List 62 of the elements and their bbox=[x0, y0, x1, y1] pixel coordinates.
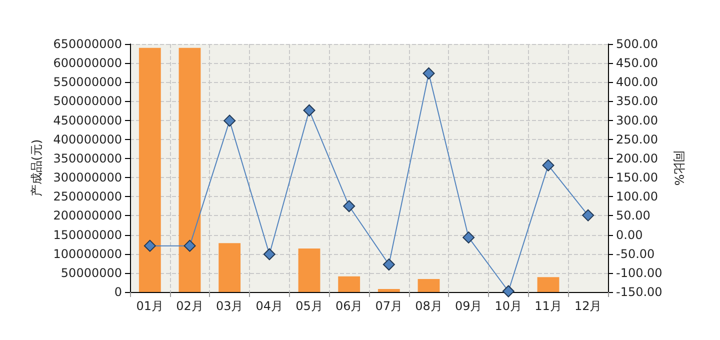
bar bbox=[178, 48, 201, 292]
x-tick-label: 11月 bbox=[534, 299, 562, 313]
point bbox=[582, 209, 594, 222]
x-tick-label: 07月 bbox=[375, 299, 403, 313]
bar bbox=[338, 276, 360, 292]
y-tick-label: 50000000 bbox=[60, 266, 122, 280]
x-tick-label: 08月 bbox=[415, 299, 442, 313]
point bbox=[422, 67, 435, 80]
x-tick-label: 02月 bbox=[176, 299, 204, 313]
point bbox=[462, 231, 475, 244]
y2-tick-label: 100.00 bbox=[616, 190, 658, 204]
y-tick-label: 450000000 bbox=[53, 113, 122, 128]
x-tick-label: 01月 bbox=[136, 299, 164, 313]
y-tick-label: 150000000 bbox=[53, 228, 122, 242]
y2-tick-label: -150.00 bbox=[616, 285, 662, 299]
y-tick-label: 250000000 bbox=[53, 190, 122, 204]
y2-tick-label: 50.00 bbox=[616, 208, 650, 223]
y-tick-label: 0 bbox=[114, 285, 122, 299]
y-tick-label: 500000000 bbox=[53, 94, 122, 108]
y-tick-label: 200000000 bbox=[53, 208, 122, 223]
y-tick-label: 400000000 bbox=[53, 132, 122, 146]
y2-tick-label: 150.00 bbox=[616, 170, 658, 185]
y2-tick-label: 0.00 bbox=[616, 228, 643, 242]
point bbox=[144, 240, 156, 252]
x-tick-label: 09月 bbox=[454, 299, 482, 313]
point bbox=[303, 104, 316, 116]
bar bbox=[298, 248, 320, 292]
y2-tick-label: 500.00 bbox=[616, 37, 658, 51]
bar bbox=[218, 243, 241, 292]
y2-tick-label: 300.00 bbox=[616, 113, 658, 128]
y2-tick-label: 450.00 bbox=[616, 56, 658, 70]
y2-tick-label: 250.00 bbox=[616, 132, 658, 146]
y2-tick-label: 400.00 bbox=[616, 75, 658, 90]
point bbox=[502, 285, 514, 298]
y2-tick-label: 200.00 bbox=[616, 151, 658, 166]
y-tick-label: 100000000 bbox=[53, 246, 122, 261]
bar bbox=[378, 288, 400, 292]
point bbox=[224, 114, 236, 127]
y-tick-label: 550000000 bbox=[53, 75, 122, 90]
y-tick-label: 350000000 bbox=[53, 151, 122, 166]
point bbox=[263, 248, 276, 260]
point bbox=[542, 159, 554, 172]
y2-tick-label: 350.00 bbox=[616, 94, 658, 108]
y2-tick-label: -50.00 bbox=[616, 246, 655, 261]
x-tick-label: 12月 bbox=[574, 299, 602, 313]
x-tick-label: 03月 bbox=[216, 299, 244, 313]
y2-tick-label: -100.00 bbox=[616, 266, 662, 280]
y-tick-label: 600000000 bbox=[53, 56, 122, 70]
x-tick-label: 10月 bbox=[494, 299, 522, 313]
y2-axis-title: 同比% bbox=[672, 150, 686, 186]
point bbox=[184, 240, 196, 252]
bar bbox=[138, 48, 161, 292]
x-tick-label: 04月 bbox=[256, 299, 284, 313]
y-tick-label: 650000000 bbox=[53, 37, 122, 51]
bar bbox=[418, 279, 440, 292]
bar bbox=[537, 277, 560, 292]
x-tick-label: 06月 bbox=[335, 299, 363, 313]
point bbox=[382, 258, 395, 271]
x-tick-label: 05月 bbox=[296, 299, 323, 313]
y-tick-label: 300000000 bbox=[53, 170, 122, 185]
point bbox=[343, 200, 356, 212]
y-axis-title: 产成品(元) bbox=[29, 139, 44, 197]
